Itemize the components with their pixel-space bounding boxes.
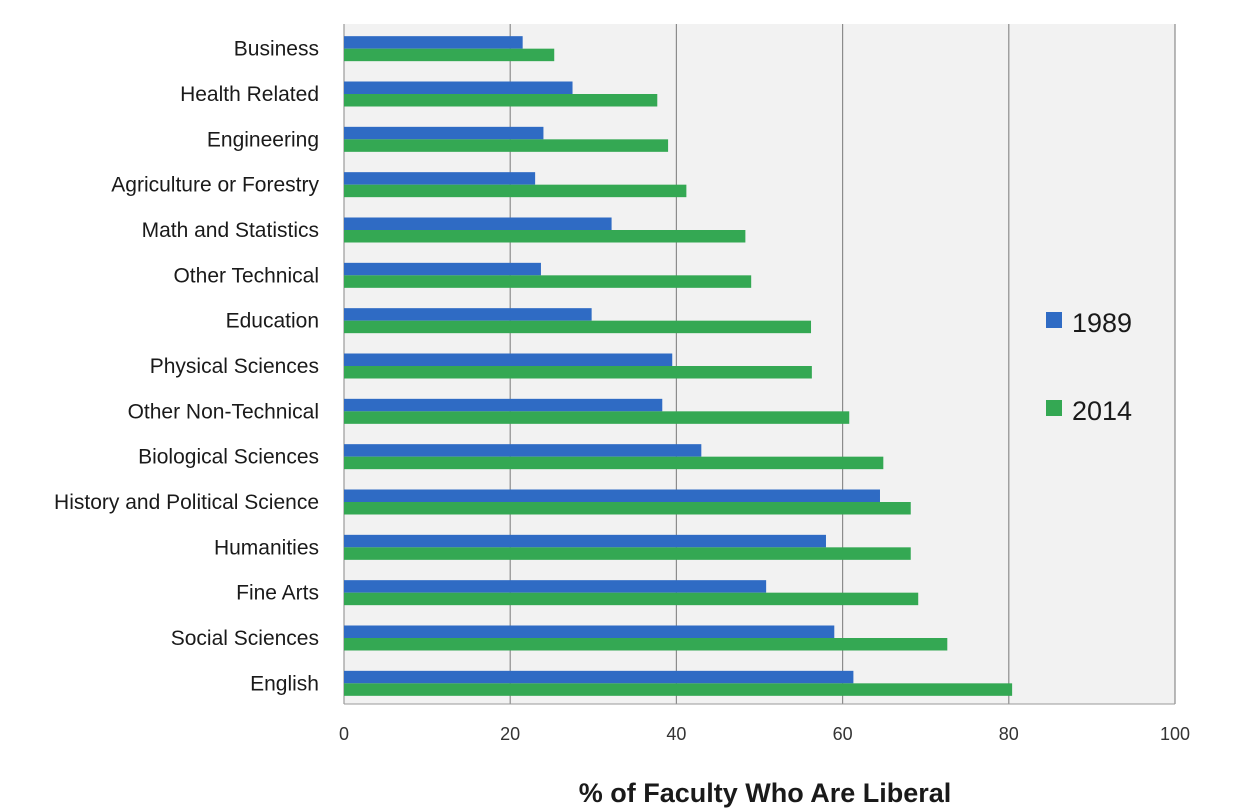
category-label: Other Technical — [173, 264, 319, 287]
bar-1989 — [344, 580, 767, 593]
bar-2014 — [344, 502, 911, 515]
bar-1989 — [344, 172, 536, 185]
legend-swatch — [1046, 400, 1062, 416]
bar-2014 — [344, 683, 1013, 696]
bar-1989 — [344, 308, 592, 321]
category-label: Social Sciences — [171, 627, 319, 650]
bar-2014 — [344, 48, 555, 62]
bar-1989 — [344, 670, 854, 684]
x-tick-label: 60 — [833, 724, 853, 744]
bar-1989 — [344, 36, 523, 49]
category-label: Business — [234, 38, 319, 61]
legend: 1989 2014 — [1046, 308, 1132, 426]
bar-1989 — [344, 444, 702, 457]
x-tick-label: 0 — [339, 724, 349, 744]
bar-1989 — [344, 262, 541, 276]
category-labels: Business Health Related Engineering Agricul… — [54, 38, 319, 696]
category-label: Biological Sciences — [138, 446, 319, 469]
bar-1989 — [344, 534, 826, 548]
bar-2014 — [344, 366, 812, 379]
category-label: Agriculture or Forestry — [111, 174, 319, 197]
category-label: History and Political Science — [54, 491, 319, 514]
bar-2014 — [344, 275, 752, 288]
bar-2014 — [344, 592, 919, 606]
bar-2014 — [344, 139, 669, 152]
bar-1989 — [344, 81, 573, 94]
bar-2014 — [344, 94, 658, 107]
bar-2014 — [344, 230, 746, 243]
bar-1989 — [344, 398, 663, 412]
category-label: Other Non-Technical — [128, 400, 319, 423]
bar-2014 — [344, 320, 812, 334]
bar-1989 — [344, 217, 612, 230]
bar-2014 — [344, 411, 850, 424]
category-label: Education — [226, 310, 319, 333]
x-tick-label: 80 — [999, 724, 1019, 744]
category-label: English — [250, 672, 319, 695]
legend-label: 1989 — [1072, 308, 1132, 338]
bar-2014 — [344, 184, 687, 198]
category-label: Engineering — [207, 128, 319, 151]
bar-1989 — [344, 126, 544, 140]
legend-label: 2014 — [1072, 396, 1132, 426]
bar-1989 — [344, 489, 880, 502]
category-label: Humanities — [214, 536, 319, 559]
category-label: Fine Arts — [236, 582, 319, 605]
bars — [344, 36, 1013, 696]
category-label: Health Related — [180, 83, 319, 106]
x-tick-labels: 0 20 40 60 80 100 — [339, 724, 1190, 744]
bar-2014 — [344, 547, 911, 560]
x-axis-title: % of Faculty Who Are Liberal — [579, 778, 952, 808]
x-tick-label: 40 — [666, 724, 686, 744]
legend-swatch — [1046, 312, 1062, 328]
bar-2014 — [344, 638, 948, 651]
bar-1989 — [344, 353, 673, 366]
bar-2014 — [344, 456, 884, 470]
category-label: Math and Statistics — [142, 219, 319, 242]
bar-1989 — [344, 625, 835, 638]
x-tick-label: 100 — [1160, 724, 1190, 744]
x-tick-label: 20 — [500, 724, 520, 744]
category-label: Physical Sciences — [150, 355, 319, 378]
